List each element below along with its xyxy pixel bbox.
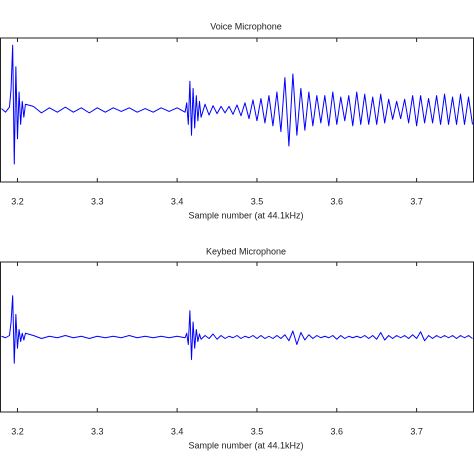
x-tick-label: 3.7 bbox=[410, 196, 423, 206]
chart-title: Keybed Microphone bbox=[206, 246, 286, 256]
x-tick-label: 3.7 bbox=[410, 426, 423, 436]
x-tick-label: 3.4 bbox=[171, 196, 184, 206]
x-tick-label: 3.2 bbox=[11, 426, 24, 436]
chart-title: Voice Microphone bbox=[210, 21, 282, 31]
x-tick-label: 3.5 bbox=[251, 196, 264, 206]
x-tick-label: 3.2 bbox=[11, 196, 24, 206]
waveform bbox=[1, 44, 473, 165]
x-tick-label: 3.6 bbox=[331, 426, 344, 436]
x-tick-label: 3.3 bbox=[91, 426, 104, 436]
waveform bbox=[1, 295, 473, 364]
x-tick-label: 3.4 bbox=[171, 426, 184, 436]
x-axis-label: Sample number (at 44.1kHz) bbox=[188, 440, 303, 450]
x-tick-label: 3.5 bbox=[251, 426, 264, 436]
x-axis-label: Sample number (at 44.1kHz) bbox=[188, 210, 303, 220]
x-tick-label: 3.3 bbox=[91, 196, 104, 206]
x-tick-label: 3.6 bbox=[331, 196, 344, 206]
